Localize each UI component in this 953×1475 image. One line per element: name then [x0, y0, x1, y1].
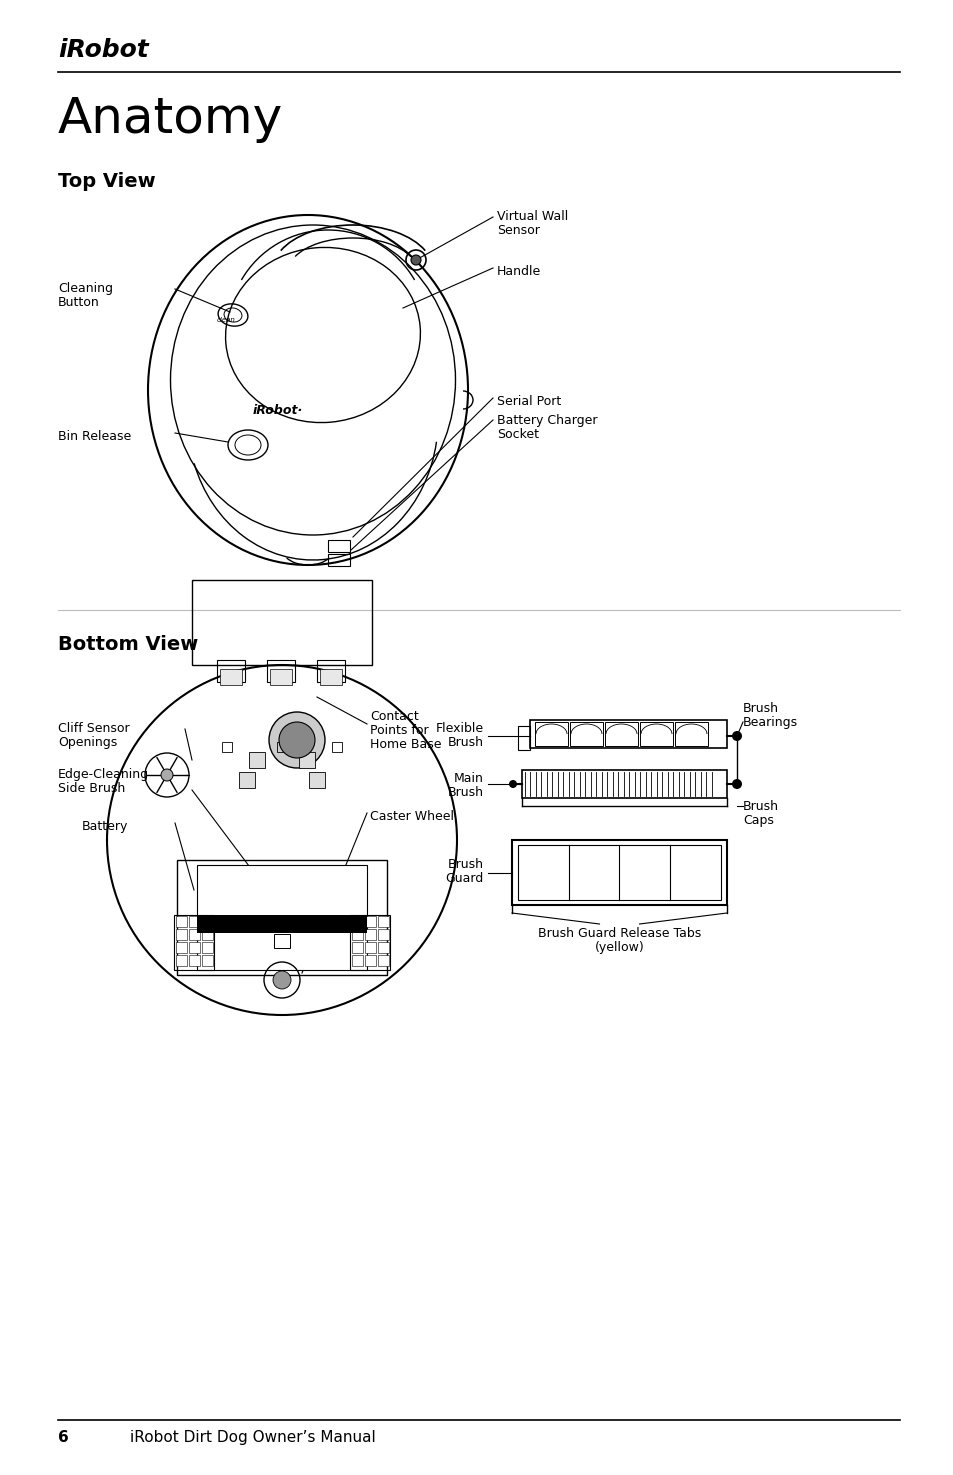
Bar: [377, 929, 389, 940]
Text: Home Base: Home Base: [370, 738, 441, 751]
Bar: [202, 929, 213, 940]
Text: Side Brush: Side Brush: [58, 782, 125, 795]
Bar: [189, 916, 200, 926]
Bar: [350, 914, 390, 971]
Bar: [196, 864, 367, 971]
Text: Serial Port: Serial Port: [497, 395, 560, 409]
Bar: [365, 954, 375, 966]
Bar: [222, 742, 232, 752]
Text: Brush: Brush: [448, 858, 483, 872]
Text: iRobot Dirt Dog Owner’s Manual: iRobot Dirt Dog Owner’s Manual: [130, 1429, 375, 1445]
Text: Caps: Caps: [742, 814, 773, 827]
Bar: [173, 914, 213, 971]
Bar: [319, 670, 341, 684]
Bar: [216, 659, 245, 681]
Text: (yellow): (yellow): [594, 941, 643, 954]
Text: Bottom View: Bottom View: [58, 636, 198, 653]
Text: Battery: Battery: [82, 820, 129, 833]
Bar: [377, 916, 389, 926]
Bar: [196, 914, 367, 934]
Bar: [267, 659, 294, 681]
Text: Sensor: Sensor: [497, 224, 539, 237]
Bar: [365, 943, 375, 953]
Bar: [332, 742, 341, 752]
Bar: [530, 720, 726, 748]
Circle shape: [731, 779, 741, 789]
Bar: [192, 580, 372, 665]
Bar: [352, 954, 363, 966]
Bar: [377, 943, 389, 953]
Bar: [175, 954, 187, 966]
Bar: [189, 943, 200, 953]
Text: clean: clean: [216, 317, 235, 323]
Text: Edge-Cleaning: Edge-Cleaning: [58, 768, 149, 780]
Text: Brush: Brush: [742, 799, 779, 813]
Bar: [569, 721, 602, 746]
Bar: [177, 860, 387, 975]
Circle shape: [509, 780, 517, 788]
Bar: [352, 943, 363, 953]
Bar: [328, 555, 350, 566]
Text: Anatomy: Anatomy: [58, 94, 283, 143]
Bar: [202, 916, 213, 926]
Text: Brush: Brush: [448, 786, 483, 799]
Bar: [639, 721, 672, 746]
Text: Bearings: Bearings: [742, 715, 798, 729]
Text: 6: 6: [58, 1429, 69, 1445]
Bar: [175, 943, 187, 953]
Text: Openings: Openings: [58, 736, 117, 749]
Text: Bin Release: Bin Release: [58, 431, 132, 442]
Bar: [377, 954, 389, 966]
Bar: [220, 670, 242, 684]
Bar: [274, 934, 290, 948]
Bar: [316, 659, 345, 681]
Text: Flexible: Flexible: [436, 721, 483, 735]
Text: Battery Charger: Battery Charger: [497, 414, 597, 426]
Bar: [276, 742, 287, 752]
Text: Brush Guard Release Tabs: Brush Guard Release Tabs: [537, 926, 700, 940]
Text: iRobot·: iRobot·: [253, 404, 303, 416]
Text: Handle: Handle: [497, 266, 540, 277]
Text: Brush: Brush: [448, 736, 483, 749]
Bar: [270, 670, 292, 684]
Bar: [202, 943, 213, 953]
Text: Button: Button: [58, 296, 100, 308]
Circle shape: [411, 255, 420, 266]
Bar: [604, 721, 638, 746]
Text: Virtual Wall: Virtual Wall: [497, 209, 568, 223]
Circle shape: [269, 712, 325, 768]
Bar: [517, 726, 530, 749]
Bar: [189, 954, 200, 966]
Circle shape: [273, 971, 291, 990]
Bar: [517, 845, 720, 900]
Bar: [365, 929, 375, 940]
Circle shape: [278, 721, 314, 758]
Bar: [202, 954, 213, 966]
Bar: [189, 929, 200, 940]
Bar: [512, 839, 726, 906]
Text: Cliff Sensor: Cliff Sensor: [58, 721, 130, 735]
Text: iRobot: iRobot: [58, 38, 149, 62]
Bar: [521, 770, 726, 798]
Bar: [175, 929, 187, 940]
Text: Brush: Brush: [742, 702, 779, 715]
Bar: [675, 721, 707, 746]
Circle shape: [161, 768, 172, 780]
Bar: [328, 540, 350, 552]
Text: Socket: Socket: [497, 428, 538, 441]
Text: Contact: Contact: [370, 709, 418, 723]
Bar: [365, 916, 375, 926]
Bar: [535, 721, 567, 746]
Bar: [352, 929, 363, 940]
Text: Top View: Top View: [58, 173, 155, 190]
Text: Points for: Points for: [370, 724, 428, 738]
Bar: [175, 916, 187, 926]
Circle shape: [731, 732, 741, 740]
Text: Main: Main: [454, 771, 483, 785]
Text: Caster Wheel: Caster Wheel: [370, 810, 454, 823]
Bar: [352, 916, 363, 926]
Text: Guard: Guard: [445, 872, 483, 885]
Text: Cleaning: Cleaning: [58, 282, 112, 295]
